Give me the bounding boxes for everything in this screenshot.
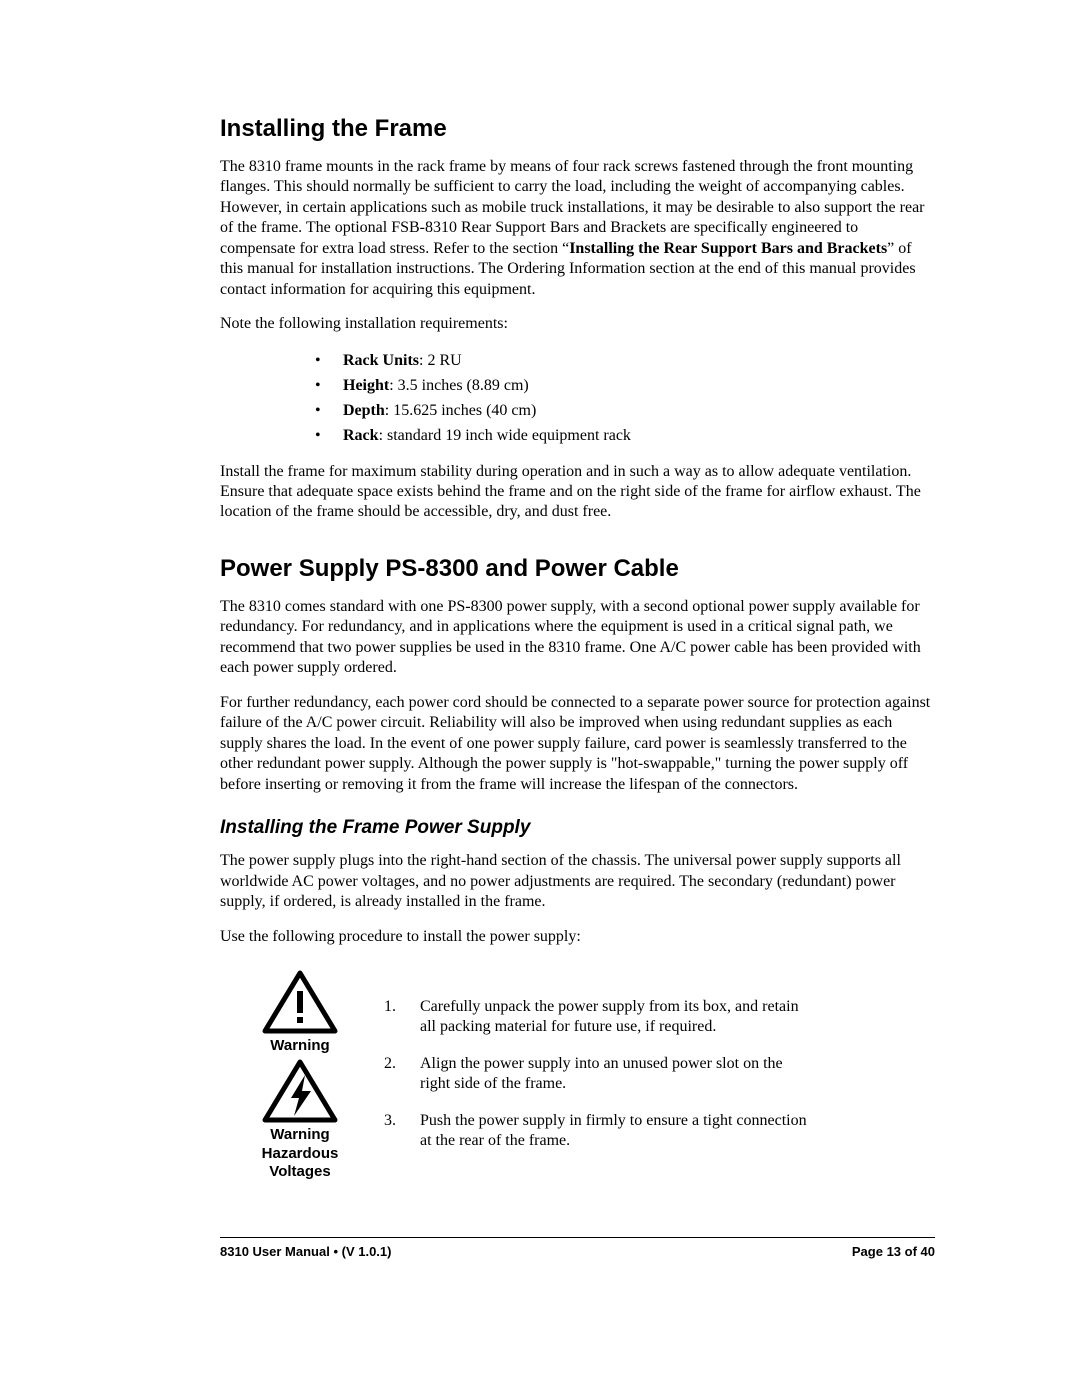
footer-left-b: (V 1.0.1) [338,1244,391,1259]
req-value: : 3.5 inches (8.89 cm) [389,377,529,394]
install-steps: 1. Carefully unpack the power supply from… [380,969,935,1168]
step-item: 2. Align the power supply into an unused … [380,1054,810,1095]
heading-power-supply: Power Supply PS-8300 and Power Cable [220,555,935,583]
step-text: Push the power supply in firmly to ensur… [420,1112,807,1149]
warning-and-steps: Warning Warning Hazardous Voltages 1. Car… [220,969,935,1182]
warning-icons-column: Warning Warning Hazardous Voltages [220,969,380,1182]
steps-list: 1. Carefully unpack the power supply from… [380,997,935,1152]
warning-label-2b: Hazardous [220,1145,380,1164]
requirements-list: Rack Units: 2 RU Height: 3.5 inches (8.8… [220,349,935,448]
step-text: Align the power supply into an unused po… [420,1055,783,1092]
para-intro: The 8310 frame mounts in the rack frame … [220,157,935,300]
step-num: 3. [384,1111,396,1131]
req-value: : 15.625 inches (40 cm) [385,402,537,419]
req-value: : 2 RU [419,352,462,369]
step-text: Carefully unpack the power supply from i… [420,998,799,1035]
warning-label-2a: Warning [220,1126,380,1145]
para-ps-2: For further redundancy, each power cord … [220,693,935,795]
footer-left: 8310 User Manual • (V 1.0.1) [220,1244,391,1259]
step-item: 1. Carefully unpack the power supply from… [380,997,810,1038]
subheading-install-ps: Installing the Frame Power Supply [220,817,935,839]
para-intro-bold: Installing the Rear Support Bars and Bra… [569,240,887,257]
req-label: Height [343,377,389,394]
warning-triangle-exclamation-icon [261,969,339,1035]
warning-label-1: Warning [220,1037,380,1056]
heading-installing-frame: Installing the Frame [220,115,935,143]
req-item: Height: 3.5 inches (8.89 cm) [315,374,935,397]
req-label: Rack Units [343,352,419,369]
req-label: Depth [343,402,385,419]
para-ps-4: Use the following procedure to install t… [220,927,935,947]
para-install-notes: Install the frame for maximum stability … [220,462,935,523]
warning-triangle-voltage-icon [261,1058,339,1124]
step-num: 2. [384,1054,396,1074]
req-label: Rack [343,427,379,444]
req-item: Depth: 15.625 inches (40 cm) [315,399,935,422]
step-num: 1. [384,997,396,1017]
para-ps-1: The 8310 comes standard with one PS-8300… [220,597,935,679]
para-ps-3: The power supply plugs into the right-ha… [220,851,935,912]
footer-right: Page 13 of 40 [852,1244,935,1259]
req-item: Rack Units: 2 RU [315,349,935,372]
step-item: 3. Push the power supply in firmly to ens… [380,1111,810,1152]
warning-label-2c: Voltages [220,1163,380,1182]
page-content: Installing the Frame The 8310 frame moun… [220,115,935,1182]
page-footer: 8310 User Manual • (V 1.0.1) Page 13 of … [220,1237,935,1259]
footer-left-a: 8310 User Manual [220,1244,333,1259]
req-value: : standard 19 inch wide equipment rack [379,427,631,444]
para-note-reqs: Note the following installation requirem… [220,314,935,334]
req-item: Rack: standard 19 inch wide equipment ra… [315,424,935,447]
